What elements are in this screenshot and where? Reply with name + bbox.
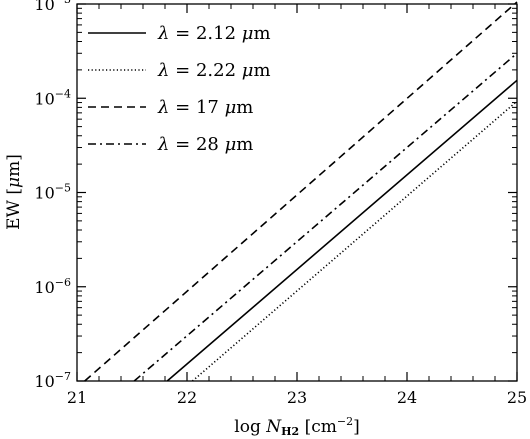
y-tick-label: 10−7 [34, 370, 71, 391]
legend-label: λ = 2.12 μm [157, 23, 271, 44]
series-layer [84, 1, 518, 382]
y-axis-label-suffix: m] [4, 154, 24, 177]
legend: λ = 2.12 μm λ = 2.22 μm λ = 17 μm λ = 28 μm [88, 23, 271, 155]
x-tick-label: 23 [287, 388, 307, 407]
series-line-dashdot [133, 52, 518, 382]
series-line-dashed [84, 1, 518, 382]
y-tick-label: 10−4 [34, 87, 71, 108]
y-tick-label: 10−3 [34, 0, 71, 14]
x-axis-label-symbol: N [265, 417, 282, 437]
x-tick-label: 22 [177, 388, 197, 407]
series-line-dotted [191, 100, 518, 382]
series-line-solid [166, 79, 518, 382]
y-axis-label: EW [μm] [4, 154, 24, 230]
legend-label: λ = 17 μm [157, 97, 253, 118]
x-axis-label-subscript: H2 [281, 425, 299, 438]
y-axis-label-prefix: EW [ [4, 188, 24, 230]
legend-label: λ = 28 μm [157, 134, 253, 155]
y-axis-label-mu: μ [4, 177, 24, 188]
x-axis-label-bracket-close: ] [353, 417, 360, 437]
ticks-layer: 21 22 23 24 25 10−7 10−6 10−5 10−4 10−3 [34, 0, 527, 407]
legend-label: λ = 2.22 μm [157, 60, 271, 81]
y-tick-label: 10−5 [34, 182, 71, 203]
x-tick-label: 24 [397, 388, 417, 407]
x-axis-label: log NH2 [cm−2] [234, 415, 359, 438]
x-axis-label-prefix: log [234, 417, 266, 437]
x-axis-label-superscript: −2 [337, 415, 353, 428]
x-axis-label-bracket-open: [cm [299, 417, 337, 437]
y-tick-label: 10−6 [34, 276, 71, 297]
x-tick-label: 25 [507, 388, 527, 407]
x-tick-label: 21 [67, 388, 87, 407]
